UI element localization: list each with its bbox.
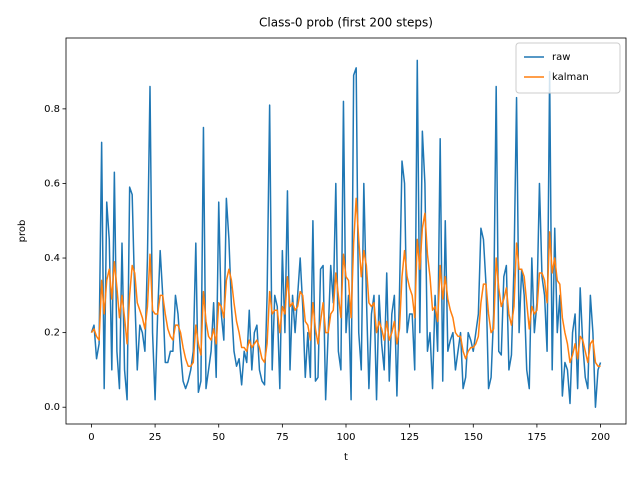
x-tick-label: 100 — [336, 432, 355, 443]
legend-box — [515, 42, 621, 94]
plot-frame — [65, 37, 627, 425]
chart-title: Class-0 prob (first 200 steps) — [259, 16, 433, 30]
y-tick-label: 0.4 — [44, 253, 60, 264]
x-tick-label: 200 — [591, 432, 610, 443]
y-axis-label: prob — [17, 220, 28, 243]
legend-label: kalman — [552, 72, 589, 83]
y-tick-label: 0.0 — [44, 402, 60, 413]
x-tick-label: 0 — [88, 432, 94, 443]
y-tick-label: 0.6 — [44, 178, 60, 189]
x-tick-label: 75 — [276, 432, 289, 443]
x-tick-label: 50 — [212, 432, 225, 443]
x-tick-label: 25 — [149, 432, 162, 443]
legend-label: raw — [552, 52, 570, 63]
x-tick-label: 175 — [527, 432, 546, 443]
y-tick-label: 0.2 — [44, 328, 60, 339]
x-tick-label: 150 — [464, 432, 483, 443]
line-kalman — [90, 197, 601, 367]
line-raw — [90, 59, 602, 408]
x-tick-label: 125 — [400, 432, 419, 443]
x-axis-label: t — [344, 452, 348, 463]
y-tick-label: 0.8 — [44, 104, 60, 115]
